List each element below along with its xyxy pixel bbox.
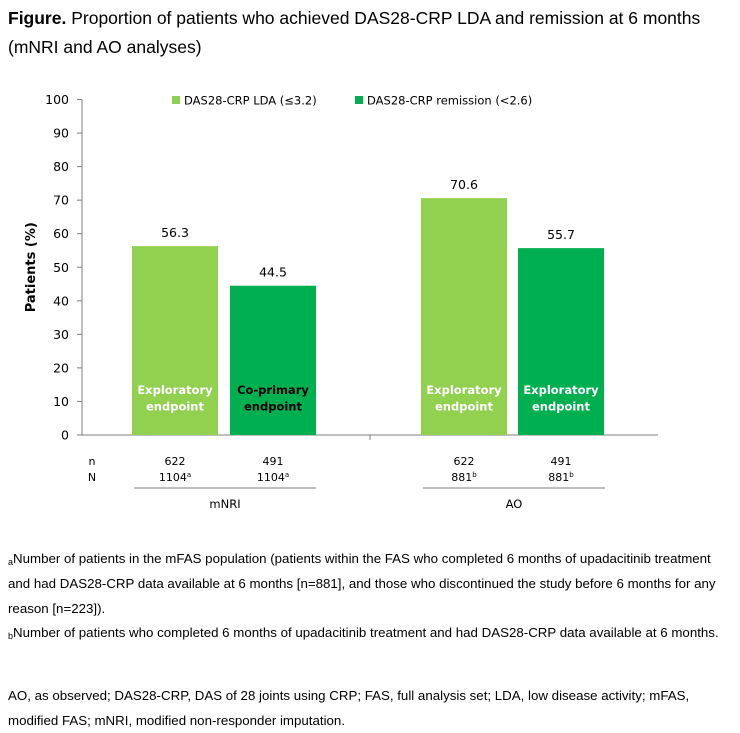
legend-label: DAS28-CRP LDA (≤3.2) <box>184 94 317 108</box>
footnote-a-marker: a <box>8 557 14 567</box>
row-label: n <box>89 455 96 468</box>
bar-endpoint-label: endpoint <box>532 400 590 414</box>
N-value: 881b <box>548 471 574 484</box>
y-tick-label: 80 <box>53 159 69 174</box>
bar-endpoint-label: Exploratory <box>523 383 599 397</box>
bar <box>230 285 316 435</box>
N-superscript: b <box>472 471 477 479</box>
y-tick-label: 50 <box>53 260 69 275</box>
group-label: AO <box>506 497 523 511</box>
N-value: 1104a <box>257 471 289 484</box>
y-tick-label: 10 <box>53 394 69 409</box>
bar-endpoint-label: Co-primary <box>237 383 309 397</box>
bar-value-label: 55.7 <box>547 227 575 242</box>
y-tick-label: 20 <box>53 360 69 375</box>
bar <box>132 246 218 435</box>
bar-chart: 0 10 20 30 40 50 60 70 80 90 100 Patients (%) DAS28-… <box>24 92 658 511</box>
legend-swatch <box>355 96 363 104</box>
y-tick-label: 70 <box>53 193 69 208</box>
n-value: 491 <box>551 455 572 468</box>
N-value: 1104a <box>159 471 191 484</box>
y-axis-label: Patients (%) <box>24 222 39 312</box>
bar-endpoint-label: endpoint <box>244 400 302 414</box>
figure-title: Figure. Proportion of patients who achie… <box>8 4 736 62</box>
footnote-b: bNumber of patients who completed 6 mont… <box>8 620 736 645</box>
bar-endpoint-label: endpoint <box>146 400 204 414</box>
figure-title-prefix: Figure. <box>8 8 67 28</box>
footnote-b-text: Number of patients who completed 6 month… <box>13 625 719 640</box>
abbreviations-text: AO, as observed; DAS28-CRP, DAS of 28 jo… <box>8 688 690 728</box>
y-tick-label: 30 <box>53 327 69 342</box>
y-tick-label: 90 <box>53 126 69 141</box>
legend-swatch <box>172 96 180 104</box>
n-value: 622 <box>165 455 186 468</box>
y-tick-label: 40 <box>53 293 69 308</box>
y-tick-label: 100 <box>45 92 69 107</box>
N-superscript: a <box>187 471 191 479</box>
group-label: mNRI <box>209 497 240 511</box>
y-tick-label: 0 <box>61 428 69 443</box>
N-superscript: b <box>569 471 574 479</box>
legend-label: DAS28-CRP remission (<2.6) <box>367 94 532 108</box>
bar-value-label: 70.6 <box>450 177 478 192</box>
bar-value-label: 56.3 <box>161 225 189 240</box>
footnote-b-marker: b <box>8 631 14 641</box>
bar-endpoint-label: Exploratory <box>426 383 502 397</box>
N-superscript: a <box>285 471 289 479</box>
N-value: 881b <box>451 471 477 484</box>
n-value: 622 <box>454 455 475 468</box>
abbreviations-note: AO, as observed; DAS28-CRP, DAS of 28 jo… <box>8 683 736 733</box>
row-label: N <box>88 471 96 484</box>
y-tick-label: 60 <box>53 226 69 241</box>
footnote-a: aNumber of patients in the mFAS populati… <box>8 546 736 621</box>
bar <box>421 198 507 435</box>
bar <box>518 248 604 435</box>
figure-title-text: Proportion of patients who achieved DAS2… <box>8 8 701 57</box>
bar-endpoint-label: endpoint <box>435 400 493 414</box>
n-value: 491 <box>263 455 284 468</box>
footnote-a-text: Number of patients in the mFAS populatio… <box>8 551 716 616</box>
bar-value-label: 44.5 <box>259 265 287 280</box>
bar-endpoint-label: Exploratory <box>137 383 213 397</box>
